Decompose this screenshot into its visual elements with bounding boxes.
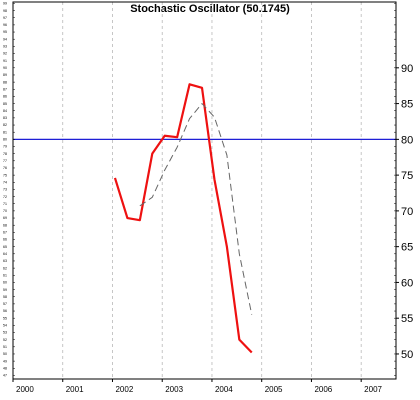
left-minor-label-71: 71 <box>3 202 7 206</box>
left-minor-label-61: 61 <box>3 273 7 277</box>
right-tick-label-85: 85 <box>401 99 413 111</box>
left-minor-label-77: 77 <box>3 159 7 163</box>
left-minor-label-74: 74 <box>3 180 7 184</box>
left-minor-label-78: 78 <box>3 152 7 156</box>
left-minor-label-48: 48 <box>3 366 7 370</box>
x-tick-label-2005: 2005 <box>265 385 283 394</box>
left-minor-label-53: 53 <box>3 331 7 335</box>
left-minor-label-84: 84 <box>3 109 7 113</box>
x-tick-label-2002: 2002 <box>115 385 133 394</box>
right-tick-label-65: 65 <box>401 242 413 254</box>
x-tick-label-2006: 2006 <box>314 385 332 394</box>
left-minor-label-99: 99 <box>3 2 7 6</box>
x-tick-label-2007: 2007 <box>364 385 382 394</box>
stochastic-line <box>113 83 253 354</box>
left-minor-label-62: 62 <box>3 266 7 270</box>
left-minor-label-63: 63 <box>3 259 7 263</box>
left-minor-label-88: 88 <box>3 80 7 84</box>
left-minor-label-49: 49 <box>3 359 7 363</box>
right-tick-label-70: 70 <box>401 206 413 218</box>
right-tick-label-75: 75 <box>401 170 413 182</box>
left-minor-label-51: 51 <box>3 345 7 349</box>
left-minor-label-47: 47 <box>3 374 7 378</box>
left-minor-label-75: 75 <box>3 173 7 177</box>
left-minor-label-58: 58 <box>3 295 7 299</box>
left-minor-label-65: 65 <box>3 245 7 249</box>
x-tick-label-2000: 2000 <box>16 385 34 394</box>
left-minor-label-56: 56 <box>3 309 7 313</box>
left-minor-label-96: 96 <box>3 23 7 27</box>
signal-line <box>139 103 253 315</box>
x-axis: 2000 2001 2002 2003 2004 2005 2006 2007 <box>12 379 383 394</box>
left-minor-label-91: 91 <box>3 59 7 63</box>
left-minor-label-79: 79 <box>3 145 7 149</box>
left-minor-label-54: 54 <box>3 324 7 328</box>
left-minor-label-86: 86 <box>3 95 7 99</box>
plot-frame-group <box>12 1 397 380</box>
right-tick-label-90: 90 <box>401 63 413 75</box>
left-minor-label-80: 80 <box>3 138 7 142</box>
y-axis: 47 48 49 50 51 52 53 54 55 56 57 58 59 60 61 62 63 64 65 66… <box>3 2 413 378</box>
left-minor-label-92: 92 <box>3 52 7 56</box>
left-minor-label-82: 82 <box>3 123 7 127</box>
left-minor-label-73: 73 <box>3 188 7 192</box>
left-minor-label-98: 98 <box>3 9 7 13</box>
x-tick-label-2004: 2004 <box>215 385 233 394</box>
left-minor-label-81: 81 <box>3 130 7 134</box>
left-minor-label-55: 55 <box>3 316 7 320</box>
left-minor-label-57: 57 <box>3 302 7 306</box>
left-minor-label-97: 97 <box>3 16 7 20</box>
left-minor-label-87: 87 <box>3 87 7 91</box>
left-minor-label-93: 93 <box>3 45 7 49</box>
left-minor-label-66: 66 <box>3 238 7 242</box>
left-minor-label-68: 68 <box>3 223 7 227</box>
left-minor-label-70: 70 <box>3 209 7 213</box>
left-minor-label-76: 76 <box>3 166 7 170</box>
left-minor-label-89: 89 <box>3 73 7 77</box>
left-minor-label-85: 85 <box>3 102 7 106</box>
series-group <box>113 83 253 354</box>
chart-title: Stochastic Oscillator (50.1745) <box>130 3 290 15</box>
left-minor-label-72: 72 <box>3 195 7 199</box>
left-minor-label-69: 69 <box>3 216 7 220</box>
left-minor-label-60: 60 <box>3 281 7 285</box>
right-tick-label-60: 60 <box>401 277 413 289</box>
left-minor-label-94: 94 <box>3 37 7 41</box>
x-tick-label-2001: 2001 <box>66 385 84 394</box>
right-tick-label-80: 80 <box>401 134 413 146</box>
left-minor-label-67: 67 <box>3 231 7 235</box>
left-minor-label-95: 95 <box>3 30 7 34</box>
left-minor-label-90: 90 <box>3 66 7 70</box>
left-minor-label-59: 59 <box>3 288 7 292</box>
right-tick-label-50: 50 <box>401 349 413 361</box>
right-tick-label-55: 55 <box>401 313 413 325</box>
left-minor-label-64: 64 <box>3 252 7 256</box>
left-minor-label-83: 83 <box>3 116 7 120</box>
plot-frame <box>12 1 397 380</box>
left-minor-label-52: 52 <box>3 338 7 342</box>
x-tick-label-2003: 2003 <box>165 385 183 394</box>
left-minor-label-50: 50 <box>3 352 7 356</box>
